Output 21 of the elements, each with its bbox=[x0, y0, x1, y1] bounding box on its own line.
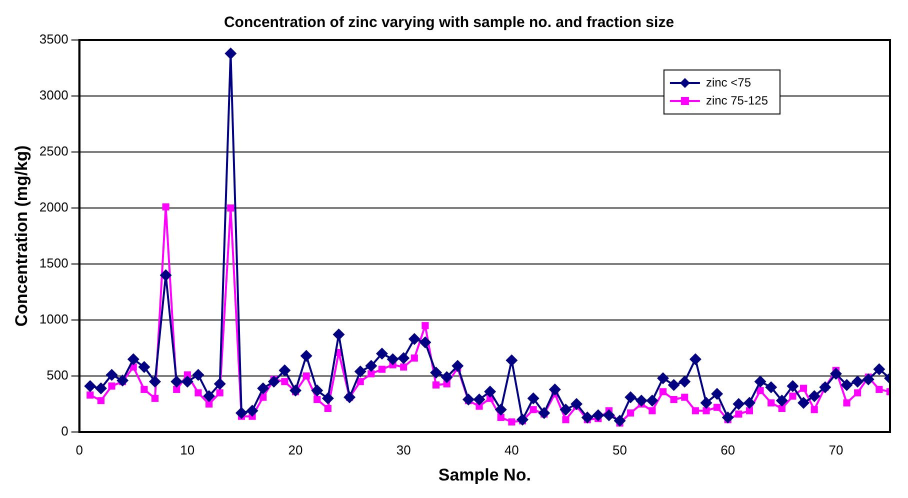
y-tick-label: 3000 bbox=[39, 88, 68, 103]
x-tick-label: 10 bbox=[180, 442, 195, 458]
x-axis-title: Sample No. bbox=[438, 465, 531, 484]
x-tick-label: 40 bbox=[504, 442, 519, 458]
x-tick-label: 50 bbox=[612, 442, 628, 458]
y-tick-label: 500 bbox=[46, 368, 68, 383]
legend-label: zinc 75-125 bbox=[706, 93, 768, 108]
y-tick-label: 2000 bbox=[39, 200, 68, 215]
y-tick-label: 2500 bbox=[39, 144, 68, 159]
y-tick-label: 3500 bbox=[39, 32, 68, 47]
x-tick-label: 0 bbox=[76, 442, 83, 458]
x-tick-label: 30 bbox=[396, 442, 411, 458]
y-tick-label: 0 bbox=[61, 424, 68, 439]
x-tick-label: 60 bbox=[720, 442, 736, 458]
x-tick-label: 70 bbox=[828, 442, 844, 458]
y-tick-label: 1500 bbox=[39, 256, 68, 271]
legend-label: zinc <75 bbox=[706, 75, 752, 90]
chart-title: Concentration of zinc varying with sample no. and fraction size bbox=[224, 14, 674, 32]
y-axis-title: Concentration (mg/kg) bbox=[12, 145, 31, 327]
y-tick-label: 1000 bbox=[39, 312, 68, 327]
x-tick-label: 20 bbox=[288, 442, 303, 458]
